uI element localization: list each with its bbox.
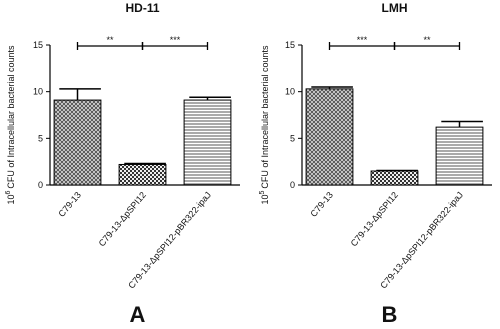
significance-label: ** — [423, 35, 431, 45]
chart-title: HD-11 — [125, 1, 159, 15]
significance-bracket — [141, 42, 209, 50]
x-tick-label: C79-13-ΔpSPI12 — [97, 190, 148, 249]
y-label-base: 10 — [260, 194, 270, 204]
y-tick-label: 10 — [285, 87, 295, 97]
error-bar — [59, 88, 101, 101]
panel-label: A — [130, 302, 146, 327]
bar — [183, 99, 232, 186]
bar — [435, 126, 484, 186]
y-tick-label: 10 — [33, 87, 43, 97]
panel-label: B — [382, 302, 398, 327]
y-tick-label: 0 — [290, 180, 295, 190]
y-axis-label: 105CFU of Intracellular bacterial counts — [259, 45, 270, 204]
y-tick-label: 5 — [38, 133, 43, 143]
chart-title: LMH — [382, 1, 408, 15]
significance-bracket — [393, 42, 461, 50]
y-label-base: 10 — [6, 194, 16, 204]
bar — [370, 170, 419, 186]
bar — [305, 88, 354, 186]
error-bar — [124, 162, 166, 165]
y-label-exponent: 5 — [259, 190, 266, 194]
x-tick-label: C79-13 — [308, 190, 335, 219]
error-bar — [311, 86, 353, 89]
significance-label: ** — [106, 35, 114, 45]
bar — [118, 163, 167, 186]
y-tick-label: 15 — [285, 40, 295, 50]
significance-label: *** — [357, 35, 368, 45]
x-tick-label: C79-13 — [56, 190, 83, 219]
y-label-text: CFU of Intracellular bacterial counts — [260, 45, 270, 189]
y-tick-label: 5 — [290, 133, 295, 143]
error-bar — [189, 96, 231, 101]
x-tick-label: C79-13-ΔpSPI12 — [349, 190, 400, 249]
bar — [53, 99, 102, 186]
y-tick-label: 15 — [33, 40, 43, 50]
error-bar — [441, 120, 483, 128]
y-axis-label: 106CFU of Intracellular bacterial counts — [5, 45, 16, 204]
significance-label: *** — [170, 35, 181, 45]
y-label-exponent: 6 — [5, 190, 12, 194]
y-label-text: CFU of Intracellular bacterial counts — [6, 45, 16, 189]
y-tick-label: 0 — [38, 180, 43, 190]
